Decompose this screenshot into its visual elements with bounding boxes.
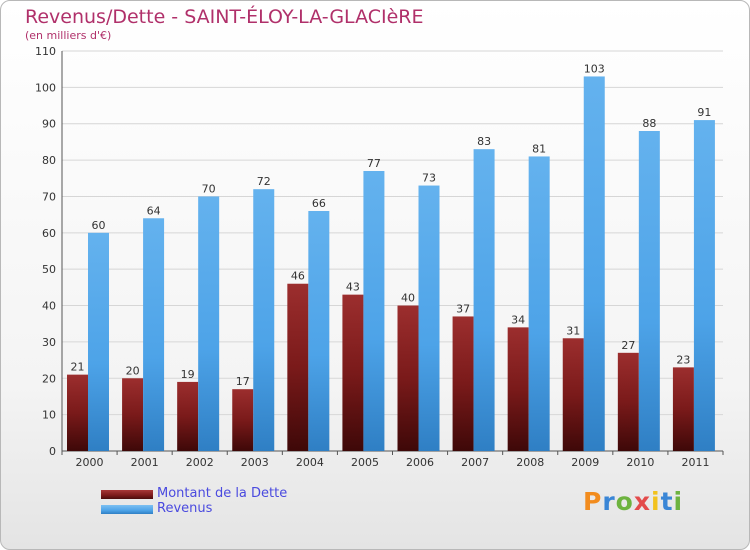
logo-letter: P — [583, 487, 603, 516]
data-label-revenus: 66 — [312, 197, 326, 210]
x-tick-label: 2001 — [131, 456, 159, 469]
x-tick-label: 2002 — [186, 456, 214, 469]
data-label-dette: 31 — [566, 324, 580, 337]
legend-label-revenus: Revenus — [157, 501, 213, 516]
bar-dette — [177, 381, 199, 451]
bar-revenus — [198, 196, 220, 451]
x-tick-label: 2007 — [461, 456, 489, 469]
bar-revenus — [88, 232, 109, 451]
bar-dette — [562, 338, 584, 451]
bar-revenus — [143, 218, 165, 451]
data-label-revenus: 83 — [477, 135, 491, 148]
data-label-dette: 23 — [676, 353, 690, 366]
data-label-revenus: 72 — [257, 175, 271, 188]
bar-dette — [507, 327, 529, 451]
data-label-revenus: 81 — [532, 142, 546, 155]
y-tick-label: 70 — [42, 190, 56, 203]
data-label-dette: 43 — [346, 281, 360, 294]
y-tick-label: 40 — [42, 300, 56, 313]
data-label-dette: 40 — [401, 292, 415, 305]
bar-revenus — [253, 189, 275, 451]
x-tick-label: 2004 — [296, 456, 324, 469]
y-tick-label: 80 — [42, 154, 56, 167]
y-tick-label: 60 — [42, 227, 56, 240]
data-label-revenus: 73 — [422, 172, 436, 185]
logo-letter: x — [633, 487, 651, 516]
bar-dette — [232, 389, 254, 451]
data-label-revenus: 64 — [147, 204, 161, 217]
bar-dette — [342, 294, 364, 451]
data-label-dette: 21 — [71, 361, 85, 374]
bar-revenus — [418, 185, 440, 451]
x-tick-label: 2005 — [351, 456, 379, 469]
x-tick-label: 2003 — [241, 456, 269, 469]
bar-dette — [287, 283, 309, 451]
logo-letter: o — [615, 487, 634, 516]
bar-dette — [122, 378, 144, 451]
y-tick-label: 50 — [42, 263, 56, 276]
logo-letter: t — [660, 487, 674, 516]
data-label-revenus: 60 — [92, 219, 106, 232]
y-tick-label: 100 — [35, 81, 56, 94]
bar-dette — [67, 374, 88, 451]
data-label-revenus: 103 — [584, 62, 605, 75]
logo-letter: i — [673, 487, 684, 516]
data-label-dette: 20 — [126, 364, 140, 377]
data-label-dette: 19 — [181, 368, 195, 381]
y-tick-label: 10 — [42, 409, 56, 422]
bar-dette — [452, 316, 474, 451]
bar-revenus — [638, 131, 660, 451]
bar-revenus — [528, 156, 550, 452]
data-label-dette: 17 — [236, 375, 250, 388]
bar-revenus — [363, 171, 385, 451]
legend-swatch-revenus — [101, 505, 153, 514]
x-tick-label: 2000 — [76, 456, 104, 469]
legend-label-dette: Montant de la Dette — [157, 486, 288, 501]
bar-revenus — [473, 149, 495, 451]
chart-subtitle: (en milliers d'€) — [25, 29, 112, 42]
x-tick-label: 2006 — [406, 456, 434, 469]
x-tick-label: 2008 — [516, 456, 544, 469]
legend-swatch-dette — [101, 490, 153, 499]
x-tick-label: 2010 — [626, 456, 654, 469]
y-tick-label: 30 — [42, 336, 56, 349]
data-label-revenus: 88 — [642, 117, 656, 130]
bar-dette — [672, 367, 694, 451]
data-label-revenus: 70 — [202, 182, 216, 195]
data-label-dette: 34 — [511, 313, 525, 326]
data-label-dette: 37 — [456, 302, 470, 315]
logo-letter: r — [602, 487, 616, 516]
data-label-revenus: 77 — [367, 157, 381, 170]
bar-dette — [397, 305, 419, 451]
bar-dette — [617, 352, 639, 451]
x-tick-label: 2009 — [571, 456, 599, 469]
chart-title: Revenus/Dette - SAINT-ÉLOY-LA-GLACIèRE — [25, 6, 424, 28]
y-tick-label: 0 — [49, 445, 56, 458]
bar-revenus — [583, 76, 605, 452]
data-label-dette: 46 — [291, 270, 305, 283]
logo-letter: i — [651, 487, 661, 516]
y-tick-label: 110 — [35, 45, 56, 58]
y-tick-label: 20 — [42, 372, 56, 385]
data-label-revenus: 91 — [697, 106, 711, 119]
proxiti-logo: Proxiti — [583, 487, 683, 516]
x-tick-label: 2011 — [681, 456, 709, 469]
y-tick-label: 90 — [42, 118, 56, 131]
data-label-dette: 27 — [621, 339, 635, 352]
bar-revenus — [308, 211, 330, 451]
bar-revenus — [693, 120, 715, 451]
